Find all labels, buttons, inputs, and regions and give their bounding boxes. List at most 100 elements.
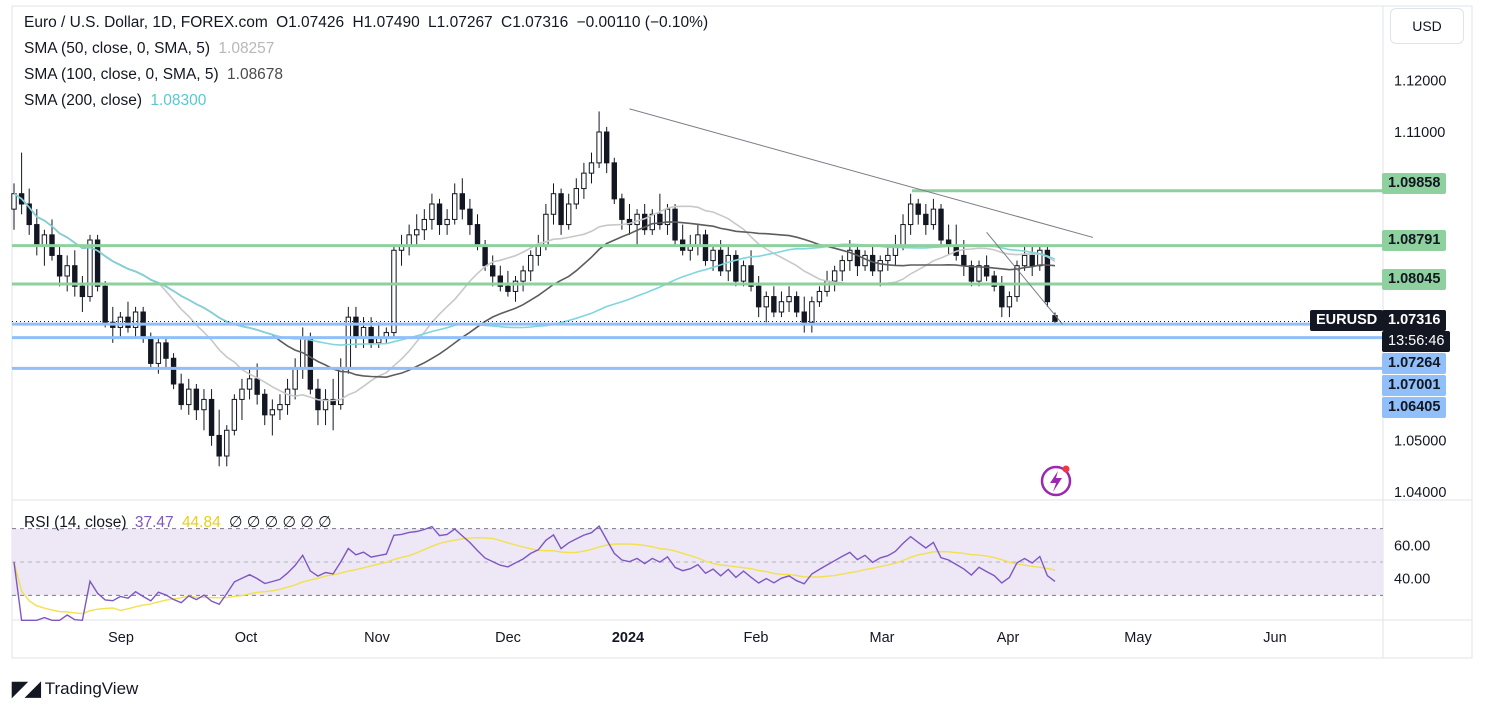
candle-body <box>155 342 162 364</box>
rsi-line <box>13 525 1056 622</box>
symbol-tag: EURUSD <box>1310 310 1384 331</box>
candle-body <box>64 265 70 277</box>
candle-body <box>178 383 184 406</box>
candle-body <box>976 265 982 282</box>
time-tick-label: Oct <box>235 630 258 646</box>
candle-body <box>254 378 260 395</box>
candle-body <box>1006 296 1013 308</box>
rsi-value: 37.47 <box>134 514 174 531</box>
candle-body <box>786 296 792 303</box>
candle-body <box>999 285 1005 308</box>
lightning-icon-bolt <box>1050 471 1062 492</box>
candle-body <box>307 337 314 390</box>
candle-body <box>748 265 754 287</box>
symbol-legend: Euro / U.S. Dollar, 1D, FOREX.com O1.074… <box>24 14 712 32</box>
candle-body <box>801 311 807 323</box>
rsi-pane[interactable]: 60.00 40.00 <box>12 525 1430 622</box>
candle-body <box>885 254 891 262</box>
candle-body <box>816 290 823 303</box>
candle-body <box>421 218 428 231</box>
footer: ◤◢ TradingView <box>12 676 138 701</box>
candle-body <box>664 208 671 226</box>
candle-body <box>482 244 488 267</box>
sma50-label: SMA (50, close, 0, SMA, 5) <box>24 40 211 57</box>
candle-body <box>330 398 336 406</box>
candle-body <box>125 316 131 328</box>
candle-body <box>641 213 648 231</box>
countdown-tag: 13:56:46 <box>1382 331 1451 352</box>
candle-body <box>733 254 739 282</box>
level-tag-5: 1.07001 <box>1382 375 1447 396</box>
time-tick-label: Feb <box>744 630 769 646</box>
candle-body <box>771 296 777 313</box>
candle-body <box>1014 265 1020 298</box>
brand-name: TradingView <box>44 678 139 698</box>
rsi-tick-label: 40.00 <box>1394 572 1430 588</box>
rsi-legend[interactable]: RSI (14, close) 37.47 44.84 ∅ ∅ ∅ ∅ ∅ ∅ <box>24 513 336 532</box>
rsi-extra-values: ∅ ∅ ∅ ∅ ∅ ∅ <box>229 514 332 531</box>
candle-body <box>56 254 63 277</box>
candle-body <box>588 162 595 174</box>
candle-body <box>186 388 192 406</box>
candle-body <box>968 265 975 282</box>
candle-body <box>938 208 944 241</box>
candle-body <box>459 193 466 210</box>
candle-body <box>847 249 853 262</box>
lightning-icon-ring <box>1040 465 1072 497</box>
candle-body <box>444 218 450 226</box>
level-tag-3: 1.08045 <box>1382 269 1447 290</box>
candle-body <box>839 260 845 272</box>
rsi-ma-value: 44.84 <box>181 514 221 531</box>
lightning-icon <box>1040 465 1072 497</box>
candle-body <box>763 296 769 308</box>
candle-body <box>550 193 557 215</box>
sma100-value: 1.08678 <box>227 66 284 83</box>
candle-body <box>755 285 762 308</box>
candle-body <box>793 296 800 313</box>
candle-body <box>831 270 838 282</box>
candle-body <box>193 388 200 411</box>
time-tick-label: Dec <box>495 630 521 646</box>
candle-body <box>224 429 230 457</box>
candle-body <box>117 316 124 328</box>
sma100-legend[interactable]: SMA (100, close, 0, SMA, 5) 1.08678 <box>24 66 287 84</box>
candle-body <box>467 208 473 226</box>
time-tick-label: Jun <box>1263 630 1286 646</box>
candle-body <box>528 254 534 272</box>
sma200-legend[interactable]: SMA (200, close) 1.08300 <box>24 92 210 110</box>
candle-body <box>915 203 921 215</box>
low-value: L1.07267 <box>428 14 493 31</box>
candle-body <box>809 301 815 323</box>
candle-body <box>619 198 625 220</box>
rsi-band <box>12 528 1383 596</box>
candle-body <box>991 275 997 287</box>
time-tick-label: Nov <box>364 630 391 646</box>
candle-body <box>611 162 617 200</box>
sma100-label: SMA (100, close, 0, SMA, 5) <box>24 66 219 83</box>
candle-body <box>581 172 587 190</box>
candle-body <box>672 208 678 241</box>
candle-body <box>436 203 443 226</box>
symbol-title[interactable]: Euro / U.S. Dollar, 1D, FOREX.com <box>24 14 268 31</box>
candle-body <box>94 239 101 287</box>
candle-body <box>1029 254 1035 267</box>
sma50-legend[interactable]: SMA (50, close, 0, SMA, 5) 1.08257 <box>24 40 278 58</box>
time-tick-label: Apr <box>997 630 1020 646</box>
close-value: C1.07316 <box>501 14 569 31</box>
candle-body <box>983 265 990 277</box>
candle-body <box>277 404 283 411</box>
price-pane[interactable]: 1.120001.110001.100001.090001.050001.040… <box>11 74 1447 501</box>
candle-body <box>269 409 276 416</box>
currency-button[interactable]: USD <box>1390 8 1464 44</box>
candle-body <box>512 280 519 292</box>
candle-body <box>26 203 32 226</box>
candle-body <box>391 249 397 334</box>
candle-body <box>72 265 78 287</box>
price-tick-label: 1.11000 <box>1394 125 1445 141</box>
time-tick-label: Sep <box>108 630 134 646</box>
candle-body <box>170 357 177 385</box>
candle-body <box>573 188 579 205</box>
candle-body <box>262 393 268 416</box>
candle-body <box>505 285 511 292</box>
